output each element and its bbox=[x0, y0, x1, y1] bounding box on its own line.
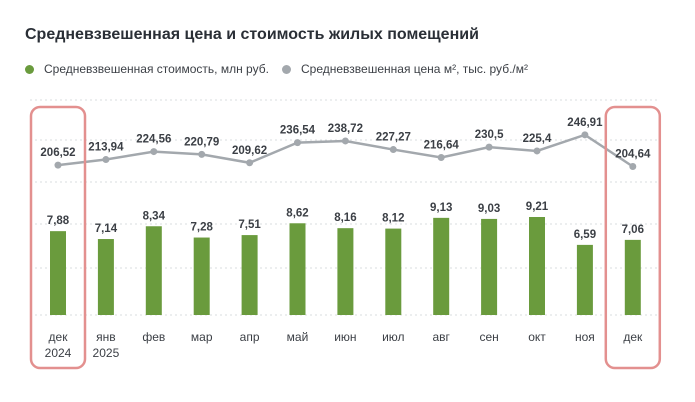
x-tick-label: авг bbox=[432, 330, 450, 344]
bar bbox=[576, 244, 593, 315]
legend-item-cost: Средневзвешенная стоимость, млн руб. bbox=[25, 62, 269, 76]
price-value-label: 236,54 bbox=[280, 125, 316, 137]
x-tick-label: мар bbox=[191, 330, 213, 344]
price-value-label: 206,52 bbox=[40, 147, 75, 159]
price-value-label: 220,79 bbox=[184, 136, 219, 148]
bar-value-label: 7,28 bbox=[191, 222, 214, 234]
bar-value-label: 8,62 bbox=[286, 207, 308, 219]
price-point bbox=[198, 150, 206, 158]
price-value-label: 209,62 bbox=[232, 145, 267, 157]
bar-value-label: 9,13 bbox=[430, 202, 452, 214]
bar bbox=[289, 223, 306, 315]
price-point bbox=[437, 154, 445, 162]
price-value-label: 230,5 bbox=[475, 129, 504, 141]
bar bbox=[97, 239, 114, 315]
price-point bbox=[629, 163, 637, 171]
x-tick-label: июн bbox=[334, 330, 356, 344]
x-tick-label: дек bbox=[623, 330, 643, 344]
price-point bbox=[102, 156, 110, 164]
x-tick-label: фев bbox=[142, 330, 165, 344]
bar-value-label: 9,03 bbox=[478, 203, 500, 215]
bar bbox=[433, 217, 450, 315]
bar bbox=[241, 235, 258, 315]
bar-value-label: 7,06 bbox=[622, 224, 644, 236]
price-point bbox=[341, 137, 349, 145]
price-point bbox=[246, 159, 254, 167]
price-point bbox=[485, 143, 493, 151]
price-point bbox=[294, 139, 301, 147]
x-tick-label: апр bbox=[240, 330, 260, 344]
highlight-frame bbox=[29, 105, 87, 370]
price-value-label: 204,64 bbox=[615, 149, 651, 161]
price-point bbox=[533, 147, 541, 155]
bar-value-label: 6,59 bbox=[574, 229, 596, 241]
price-point bbox=[150, 148, 158, 156]
x-tick-label: ноя bbox=[575, 330, 595, 344]
bar-value-label: 9,21 bbox=[526, 201, 549, 213]
bar-value-label: 8,12 bbox=[382, 213, 404, 225]
x-tick-label: янв bbox=[96, 330, 116, 344]
highlight-frame bbox=[604, 105, 662, 370]
x-tick-label: май bbox=[287, 330, 309, 344]
price-point bbox=[54, 161, 62, 169]
bar bbox=[193, 237, 210, 315]
x-tick-label: 2024 bbox=[45, 346, 72, 360]
price-value-label: 224,56 bbox=[136, 134, 171, 146]
bar-value-label: 7,51 bbox=[238, 219, 261, 231]
bar bbox=[529, 217, 545, 315]
bar-value-label: 7,14 bbox=[95, 223, 118, 235]
bar bbox=[481, 218, 498, 315]
legend-label-cost: Средневзвешенная стоимость, млн руб. bbox=[44, 62, 269, 76]
bar bbox=[624, 239, 641, 315]
legend-swatch-price bbox=[282, 64, 291, 74]
price-value-label: 216,64 bbox=[424, 140, 460, 152]
x-tick-label: 2025 bbox=[93, 346, 120, 360]
price-value-label: 227,27 bbox=[376, 132, 411, 144]
bar-value-label: 8,16 bbox=[334, 212, 356, 224]
price-value-label: 246,91 bbox=[567, 117, 603, 129]
price-point bbox=[389, 146, 397, 154]
chart-title: Средневзвешенная цена и стоимость жилых … bbox=[25, 26, 479, 43]
bar-value-label: 8,34 bbox=[143, 210, 166, 222]
legend-swatch-cost bbox=[25, 64, 34, 74]
price-point bbox=[581, 131, 589, 139]
x-tick-label: сен bbox=[479, 330, 498, 344]
x-tick-label: дек bbox=[49, 330, 69, 344]
bar bbox=[145, 226, 162, 315]
price-value-label: 225,4 bbox=[523, 133, 552, 145]
bar-value-label: 7,88 bbox=[47, 215, 70, 227]
bar bbox=[385, 228, 402, 315]
price-value-label: 213,94 bbox=[88, 142, 124, 154]
legend-label-price: Средневзвешенная цена м², тыс. руб./м² bbox=[301, 62, 528, 76]
x-tick-label: окт bbox=[528, 330, 546, 344]
bar bbox=[50, 231, 66, 315]
legend-item-price: Средневзвешенная цена м², тыс. руб./м² bbox=[282, 62, 528, 76]
bar bbox=[337, 228, 354, 315]
price-value-label: 238,72 bbox=[328, 123, 363, 135]
x-tick-label: июл bbox=[382, 330, 404, 344]
